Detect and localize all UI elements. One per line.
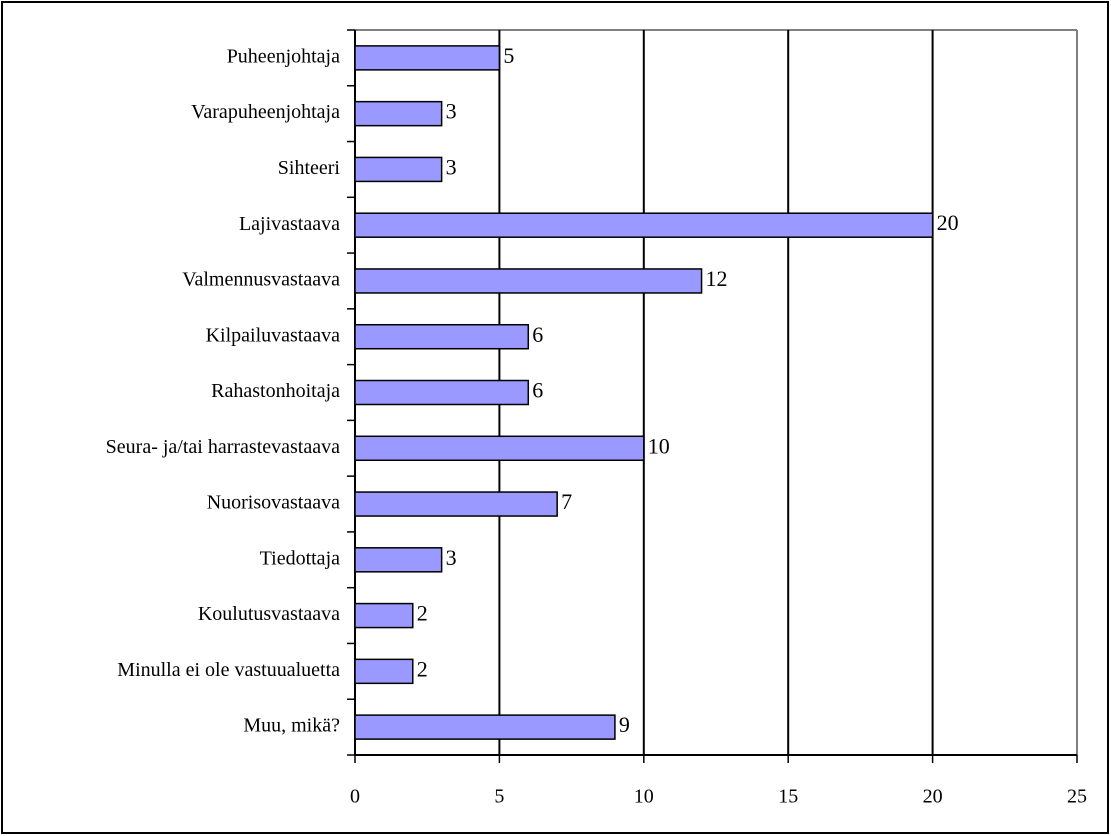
y-tick-label: Nuorisovastaava <box>207 492 340 514</box>
y-tick-label: Koulutusvastaava <box>198 603 340 625</box>
bar <box>354 435 645 462</box>
bar <box>354 212 934 238</box>
y-tick-label: Muu, mikä? <box>243 715 340 737</box>
y-tick-label: Kilpailuvastaava <box>206 324 341 346</box>
bar <box>354 714 616 740</box>
data-label: 7 <box>561 489 572 514</box>
bar <box>354 268 703 294</box>
y-tick-label: Rahastonhoitaja <box>211 380 340 402</box>
bar <box>354 547 443 573</box>
bar <box>354 156 443 183</box>
y-tick-label: Lajivastaava <box>239 213 340 235</box>
y-tick-label: Minulla ei ole vastuualuetta <box>117 659 340 681</box>
x-tick-label: 25 <box>1067 786 1087 808</box>
y-tick-label: Tiedottaja <box>260 547 340 569</box>
y-tick-label: Valmennusvastaava <box>182 269 340 291</box>
data-label: 2 <box>417 601 428 626</box>
x-tick-label: 5 <box>494 786 504 808</box>
data-label: 2 <box>417 656 428 681</box>
y-tick-label: Sihteeri <box>278 157 341 179</box>
y-tick-label: Seura- ja/tai harrastevastaava <box>106 436 340 458</box>
bar <box>354 323 530 350</box>
x-tick-label: 0 <box>350 786 360 808</box>
data-label: 12 <box>706 266 728 291</box>
bar <box>354 379 530 406</box>
y-tick-label: Varapuheenjohtaja <box>191 101 340 123</box>
data-label: 10 <box>648 433 670 458</box>
data-label: 3 <box>446 154 457 179</box>
x-tick-label: 10 <box>634 786 654 808</box>
data-label: 6 <box>532 322 543 347</box>
data-label: 9 <box>619 712 630 737</box>
x-tick-label: 20 <box>923 786 943 808</box>
bar <box>354 602 414 629</box>
data-label: 6 <box>532 378 543 403</box>
bar <box>354 658 414 685</box>
data-label: 5 <box>503 43 514 68</box>
data-label: 20 <box>937 210 959 235</box>
bar <box>354 45 501 71</box>
bar <box>354 491 558 517</box>
bar <box>354 100 443 127</box>
data-label: 3 <box>446 545 457 570</box>
data-label: 3 <box>446 99 457 124</box>
y-tick-label: Puheenjohtaja <box>227 45 340 67</box>
x-tick-label: 15 <box>778 786 798 808</box>
